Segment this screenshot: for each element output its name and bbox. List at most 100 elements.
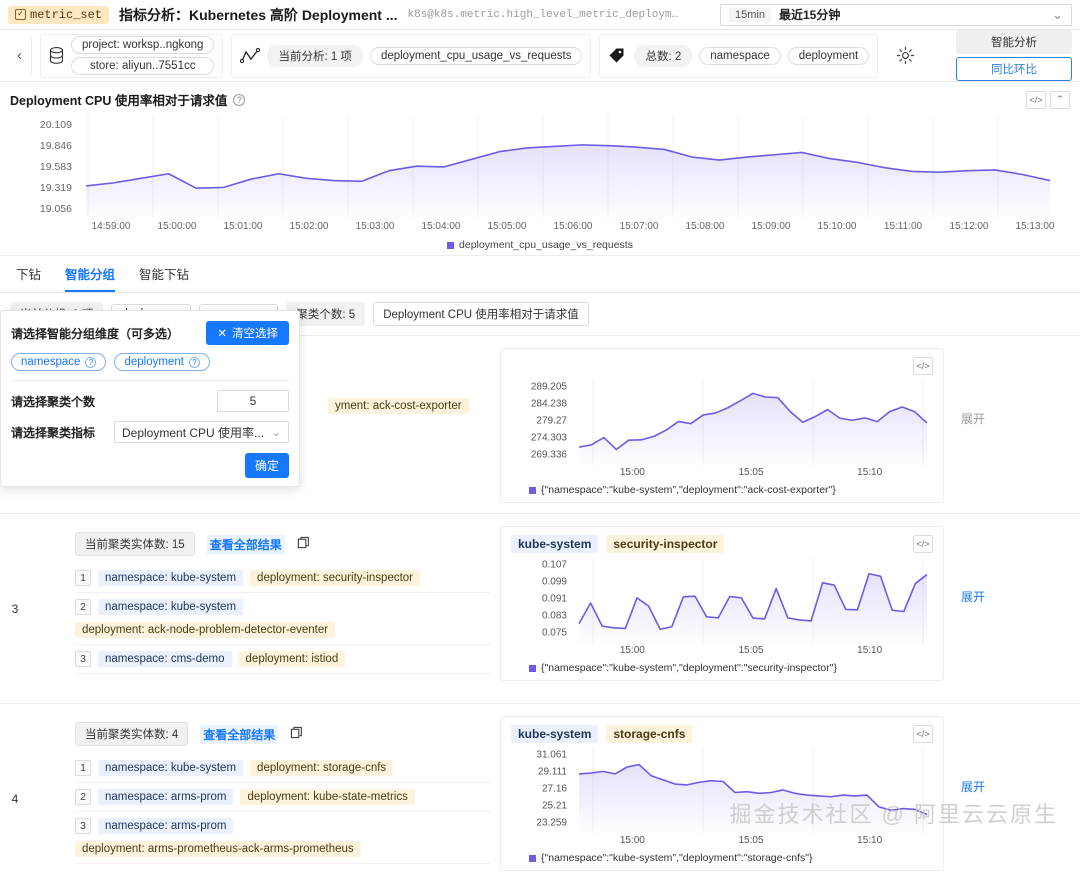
code-icon[interactable]: </> bbox=[913, 357, 933, 375]
code-icon[interactable]: </> bbox=[1026, 90, 1046, 109]
code-icon[interactable]: </> bbox=[913, 725, 933, 743]
entity-namespace-tag: namespace: kube-system bbox=[98, 570, 244, 586]
tab-2[interactable]: 智能下钻 bbox=[139, 268, 190, 282]
entity-index: 3 bbox=[75, 651, 91, 667]
metric-set-badge: ✓ metric_set bbox=[8, 5, 110, 24]
x-tick: 15:12:00 bbox=[949, 221, 989, 232]
total-pill[interactable]: 总数: 2 bbox=[634, 44, 693, 67]
cluster-entity-item[interactable]: 1 namespace: kube-system deployment: stora… bbox=[75, 754, 490, 783]
dim-pill-deployment[interactable]: deployment bbox=[787, 46, 870, 65]
store-pill[interactable]: store: aliyun..7551cc bbox=[71, 57, 215, 75]
confirm-button[interactable]: 确定 bbox=[245, 453, 289, 478]
mini-chart-svg bbox=[578, 379, 928, 465]
y-tick: 29.111 bbox=[537, 766, 567, 778]
x-tick: 15:06:00 bbox=[553, 221, 593, 232]
mini-chart-deployment-tag: storage-cnfs bbox=[606, 725, 693, 743]
x-tick: 15:04:00 bbox=[421, 221, 461, 232]
cluster-count-input[interactable]: 5 bbox=[217, 390, 289, 412]
entity-deployment-tag: deployment: arms-prometheus-ack-arms-pro… bbox=[75, 841, 361, 857]
x-tick: 15:01:00 bbox=[223, 221, 263, 232]
tab-0[interactable]: 下钻 bbox=[16, 268, 42, 282]
current-analysis-pill[interactable]: 当前分析: 1 项 bbox=[267, 44, 363, 67]
expand-link[interactable]: 展开 bbox=[960, 590, 985, 604]
copy-icon[interactable] bbox=[290, 726, 303, 742]
entity-deployment-tag: deployment: kube-state-metrics bbox=[240, 789, 415, 805]
cluster-entity-item[interactable]: 3 namespace: arms-prom deployment: arms-pr… bbox=[75, 812, 490, 864]
project-pill[interactable]: project: worksp..ngkong bbox=[71, 36, 215, 54]
x-tick: 15:05 bbox=[738, 645, 764, 656]
cluster-metric-field: 请选择聚类指标 Deployment CPU 使用率... ⌄ bbox=[11, 421, 289, 443]
dim-pill-namespace[interactable]: namespace bbox=[699, 46, 781, 65]
mini-chart-legend: {"namespace":"kube-system","deployment":… bbox=[511, 852, 933, 864]
entity-namespace-tag: namespace: arms-prom bbox=[98, 818, 234, 834]
legend-label: {"namespace":"kube-system","deployment":… bbox=[541, 662, 837, 674]
cluster-mini-chart-card: </> 289.205 284.238 279.27 274.303 269.336 15:… bbox=[500, 348, 944, 503]
y-tick: 284.238 bbox=[530, 398, 567, 410]
cluster-entity-item[interactable]: 2 namespace: arms-prom deployment: kube-st… bbox=[75, 783, 490, 812]
mini-chart-y-axis: 0.107 0.099 0.091 0.083 0.075 bbox=[511, 557, 567, 643]
cluster-metric-select[interactable]: Deployment CPU 使用率... ⌄ bbox=[114, 421, 289, 443]
cluster-entity-list: yment: ack-cost-exporter bbox=[30, 336, 500, 513]
code-icon[interactable]: </> bbox=[913, 535, 933, 553]
cluster-entity-item[interactable]: 3 namespace: cms-demo deployment: istiod bbox=[75, 645, 490, 674]
view-all-link[interactable]: 查看全部结果 bbox=[200, 724, 279, 744]
line-chart-icon bbox=[240, 47, 261, 65]
question-icon[interactable]: ? bbox=[233, 93, 246, 106]
y-tick: 31.061 bbox=[536, 749, 567, 761]
x-tick: 15:10 bbox=[857, 467, 883, 478]
smart-analysis-button[interactable]: 智能分析 bbox=[956, 30, 1072, 54]
main-chart-legend: deployment_cpu_usage_vs_requests bbox=[0, 239, 1080, 251]
cluster-entity-item[interactable]: 2 namespace: kube-system deployment: ack-n… bbox=[75, 593, 490, 645]
dropdown-tag-deployment[interactable]: deployment ? bbox=[114, 353, 210, 371]
tag-icon bbox=[608, 47, 627, 65]
tab-1[interactable]: 智能分组 bbox=[65, 264, 116, 292]
question-icon: ? bbox=[188, 356, 200, 368]
entity-index: 2 bbox=[75, 599, 91, 615]
x-tick: 15:00:00 bbox=[157, 221, 197, 232]
chevron-up-icon[interactable]: ⌃ bbox=[1050, 90, 1070, 109]
cluster-entity-list: 当前聚类实体数: 4 查看全部结果 1 namespace: kube-system d… bbox=[30, 704, 500, 893]
main-chart-y-axis: 20.109 19.846 19.583 19.319 19.056 bbox=[0, 117, 72, 217]
legend-color-swatch bbox=[447, 241, 455, 249]
y-tick: 0.075 bbox=[541, 627, 567, 639]
cluster-metric-label: 请选择聚类指标 bbox=[11, 425, 96, 440]
main-chart-svg bbox=[85, 117, 1051, 217]
view-all-link[interactable]: 查看全部结果 bbox=[206, 534, 285, 554]
entity-namespace-tag: namespace: cms-demo bbox=[98, 651, 232, 667]
y-tick: 279.27 bbox=[536, 415, 567, 427]
time-range-picker[interactable]: 15min 最近15分钟 ⌄ bbox=[720, 3, 1072, 26]
clear-selection-button[interactable]: ✕ 清空选择 bbox=[206, 321, 289, 345]
mini-chart-plot: 0.107 0.099 0.091 0.083 0.075 bbox=[511, 557, 933, 643]
back-button[interactable]: ‹ bbox=[8, 35, 32, 76]
y-tick: 274.303 bbox=[530, 432, 567, 444]
legend-label: {"namespace":"kube-system","deployment":… bbox=[541, 484, 836, 496]
y-tick: 289.205 bbox=[530, 381, 567, 393]
y-tick: 27.16 bbox=[541, 783, 567, 795]
main-chart-header: Deployment CPU 使用率相对于请求值 ? </> ⌃ bbox=[0, 90, 1080, 109]
grouping-chip-4[interactable]: Deployment CPU 使用率相对于请求值 bbox=[373, 302, 589, 326]
gear-icon[interactable] bbox=[890, 41, 920, 71]
cluster-entity-item[interactable]: 1 namespace: kube-system deployment: secur… bbox=[75, 564, 490, 593]
compare-button[interactable]: 同比环比 bbox=[956, 57, 1072, 81]
expand-link[interactable]: 展开 bbox=[960, 780, 985, 794]
analysis-buttons: 智能分析 同比环比 bbox=[956, 30, 1072, 81]
dropdown-title: 请选择智能分组维度（可多选） bbox=[11, 326, 180, 341]
y-tick: 19.583 bbox=[39, 161, 72, 173]
analysis-tabs: 下钻 智能分组 智能下钻 bbox=[0, 256, 1080, 293]
y-tick: 269.336 bbox=[530, 449, 567, 461]
expand-link[interactable]: 展开 bbox=[960, 412, 985, 426]
x-tick: 14:59:00 bbox=[91, 221, 131, 232]
y-tick: 0.091 bbox=[541, 593, 567, 605]
entity-index: 1 bbox=[75, 760, 91, 776]
main-chart-plot: 20.109 19.846 19.583 19.319 19.056 bbox=[0, 117, 1080, 217]
dropdown-tag-namespace[interactable]: namespace ? bbox=[11, 353, 107, 371]
x-tick: 15:00 bbox=[619, 645, 645, 656]
entity-namespace-tag: namespace: kube-system bbox=[98, 599, 244, 615]
metric-name-pill[interactable]: deployment_cpu_usage_vs_requests bbox=[369, 46, 583, 65]
mini-chart-y-axis: 289.205 284.238 279.27 274.303 269.336 bbox=[511, 379, 567, 465]
dropdown-header: 请选择智能分组维度（可多选） ✕ 清空选择 bbox=[11, 321, 289, 345]
filter-bar: ‹ project: worksp..ngkong store: aliyun.… bbox=[0, 30, 1080, 82]
x-tick: 15:02:00 bbox=[289, 221, 329, 232]
y-tick: 0.099 bbox=[541, 576, 567, 588]
copy-icon[interactable] bbox=[297, 536, 310, 552]
